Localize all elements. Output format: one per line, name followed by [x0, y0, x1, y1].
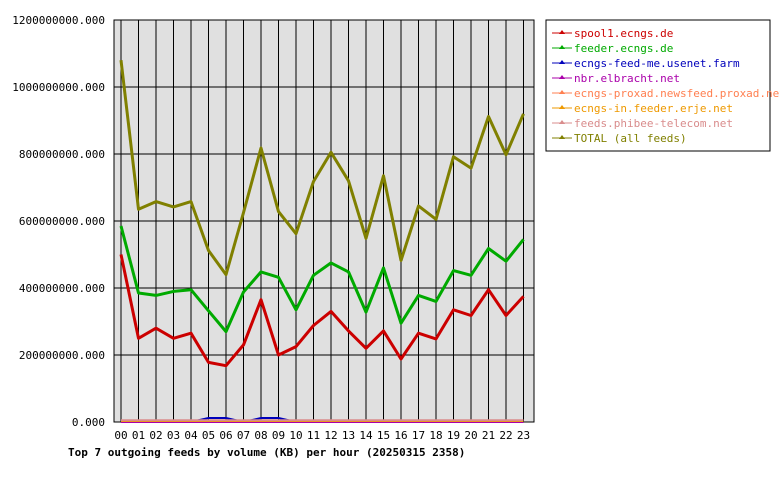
x-tick-label: 03	[167, 429, 180, 442]
x-tick-label: 16	[394, 429, 407, 442]
x-tick-label: 07	[237, 429, 250, 442]
y-tick-label: 1000000000.000	[12, 81, 105, 94]
x-tick-label: 13	[342, 429, 355, 442]
x-tick-label: 06	[219, 429, 232, 442]
x-tick-label: 14	[359, 429, 373, 442]
y-tick-label: 800000000.000	[19, 148, 105, 161]
y-tick-label: 1200000000.000	[12, 14, 105, 27]
y-axis-ticks: 0.000 200000000.000 400000000.000 600000000…	[12, 14, 105, 429]
legend: spool1.ecngs.de feeder.ecngs.de ecngs-feed…	[545, 19, 780, 152]
x-tick-label: 04	[184, 429, 198, 442]
legend-marker	[559, 135, 565, 139]
legend-marker	[559, 30, 565, 34]
series-line-0	[119, 254, 525, 368]
x-tick-label: 21	[482, 429, 495, 442]
x-tick-label: 18	[429, 429, 442, 442]
legend-marker	[559, 60, 565, 64]
legend-label: nbr.elbracht.net	[574, 72, 680, 85]
x-tick-label: 02	[149, 429, 162, 442]
legend-label: ecngs-proxad.newsfeed.proxad.net	[574, 87, 780, 100]
legend-marker	[559, 45, 565, 49]
x-tick-label: 10	[289, 429, 302, 442]
x-tick-label: 12	[324, 429, 337, 442]
legend-marker	[559, 90, 565, 94]
legend-marker	[559, 120, 565, 124]
x-tick-label: 20	[464, 429, 477, 442]
x-tick-label: 00	[114, 429, 127, 442]
legend-label: feeder.ecngs.de	[574, 42, 673, 55]
series-line-7	[119, 60, 525, 277]
x-tick-label: 01	[132, 429, 145, 442]
legend-label: TOTAL (all feeds)	[574, 132, 687, 145]
x-tick-label: 19	[447, 429, 460, 442]
series-line-1	[119, 225, 525, 334]
x-tick-label: 23	[517, 429, 530, 442]
legend-box	[545, 19, 771, 152]
x-tick-label: 22	[499, 429, 512, 442]
legend-marker	[559, 75, 565, 79]
legend-label: ecngs-feed-me.usenet.farm	[574, 57, 740, 70]
chart-title: Top 7 outgoing feeds by volume (KB) per …	[68, 446, 465, 459]
y-tick-label: 200000000.000	[19, 349, 105, 362]
legend-label: spool1.ecngs.de	[574, 27, 673, 40]
x-tick-label: 05	[202, 429, 215, 442]
legend-label: ecngs-in.feeder.erje.net	[574, 102, 733, 115]
legend-marker	[559, 105, 565, 109]
x-tick-label: 17	[412, 429, 425, 442]
y-tick-label: 400000000.000	[19, 282, 105, 295]
legend-label: feeds.phibee-telecom.net	[574, 117, 733, 130]
x-tick-label: 15	[377, 429, 390, 442]
y-tick-label: 0.000	[72, 416, 105, 429]
x-axis-ticks: 00 01 02 03 04 05 06 07 08 09 10 11 12 13 14 15 16 17 18 19…	[114, 429, 530, 442]
x-tick-label: 08	[254, 429, 267, 442]
x-tick-label: 09	[272, 429, 285, 442]
x-tick-label: 11	[307, 429, 320, 442]
series-lines	[119, 60, 525, 423]
y-tick-label: 600000000.000	[19, 215, 105, 228]
